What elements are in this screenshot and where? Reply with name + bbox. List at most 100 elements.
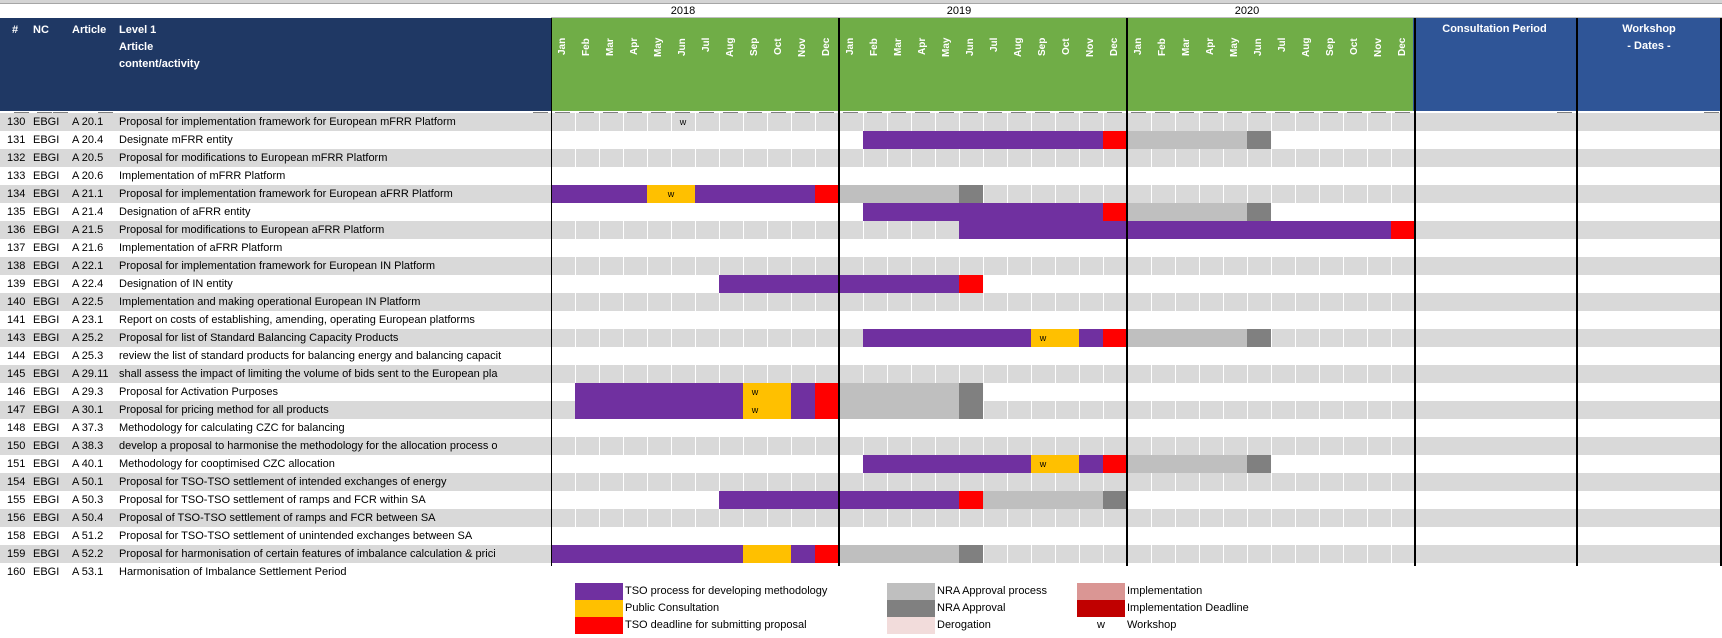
row-description: Designation of IN entity xyxy=(119,278,233,290)
gantt-cells xyxy=(551,509,1415,527)
row-number: 158 xyxy=(7,530,26,542)
table-row[interactable]: 140 EBGI A 22.5 Implementation and making o… xyxy=(0,293,1722,311)
year-divider xyxy=(551,18,552,566)
legend-swatch-impl_deadline xyxy=(1077,600,1125,617)
row-article: A 29.3 xyxy=(72,386,104,398)
legend-label: Public Consultation xyxy=(625,602,720,614)
row-number: 144 xyxy=(7,350,26,362)
workshop-marker: w xyxy=(679,117,687,127)
month-label: Oct xyxy=(1061,38,1072,55)
table-row[interactable]: 141 EBGI A 23.1 Report on costs of establis… xyxy=(0,311,1722,329)
row-description: Proposal for TSO-TSO settlement of unint… xyxy=(119,530,473,542)
gantt-bar-tso xyxy=(863,329,1031,347)
month-label: Nov xyxy=(1085,38,1096,57)
gantt-cells xyxy=(551,419,1415,437)
month-label: Oct xyxy=(773,38,784,55)
table-row[interactable]: 145 EBGI A 29.11 shall assess the impact of… xyxy=(0,365,1722,383)
table-row[interactable]: 137 EBGI A 21.6 Implementation of aFRR Plat… xyxy=(0,239,1722,257)
row-article: A 20.6 xyxy=(72,170,104,182)
gantt-bar-nra_approval xyxy=(959,383,983,419)
row-article: A 21.6 xyxy=(72,242,104,254)
row-number: 137 xyxy=(7,242,26,254)
gantt-bar-nra_process xyxy=(1127,131,1247,149)
legend-label: Derogation xyxy=(937,619,991,631)
month-label: May xyxy=(653,38,664,58)
table-row[interactable]: 131 EBGI A 20.4 Designate mFRR entity xyxy=(0,131,1722,149)
month-label: Jul xyxy=(1277,38,1288,53)
gantt-cells xyxy=(551,149,1415,167)
gantt-bar-nra_process xyxy=(839,383,959,419)
table-row[interactable]: 130 EBGI A 20.1 Proposal for implementation… xyxy=(0,113,1722,131)
row-article: A 53.1 xyxy=(72,566,104,578)
gantt-bar-nra_process xyxy=(839,545,959,563)
gantt-bar-consult xyxy=(743,545,791,563)
month-label: Nov xyxy=(1373,38,1384,57)
gantt-bar-consult xyxy=(743,383,791,419)
gantt-bar-deadline xyxy=(1103,203,1127,221)
month-label: Dec xyxy=(1109,38,1120,57)
row-description: Proposal for implementation framework fo… xyxy=(119,260,436,272)
row-nc: EBGI xyxy=(33,566,60,578)
row-number: 160 xyxy=(7,566,26,578)
row-description: Proposal for TSO-TSO settlement of ramps… xyxy=(119,494,426,506)
gantt-cells xyxy=(551,473,1415,491)
row-nc: EBGI xyxy=(33,548,60,560)
row-nc: EBGI xyxy=(33,314,60,326)
legend-label: Implementation Deadline xyxy=(1127,602,1249,614)
row-number: 132 xyxy=(7,152,26,164)
row-number: 134 xyxy=(7,188,26,200)
table-row[interactable]: 135 EBGI A 21.4 Designation of aFRR entity xyxy=(0,203,1722,221)
table-row[interactable]: 156 EBGI A 50.4 Proposal of TSO-TSO settlem… xyxy=(0,509,1722,527)
table-row[interactable]: 136 EBGI A 21.5 Proposal for modifications … xyxy=(0,221,1722,239)
month-label: Jun xyxy=(677,38,688,56)
row-article: A 20.4 xyxy=(72,134,104,146)
row-number: 136 xyxy=(7,224,26,236)
row-description: Methodology for cooptimised CZC allocati… xyxy=(119,458,335,470)
table-row[interactable]: 160 EBGI A 53.1 Harmonisation of Imbalance … xyxy=(0,563,1722,581)
row-nc: EBGI xyxy=(33,116,60,128)
row-nc: EBGI xyxy=(33,422,60,434)
table-row[interactable]: 151 EBGI A 40.1 Methodology for cooptimised… xyxy=(0,455,1722,473)
year-divider xyxy=(1414,18,1416,566)
table-row[interactable]: 158 EBGI A 51.2 Proposal for TSO-TSO settle… xyxy=(0,527,1722,545)
table-row[interactable]: 133 EBGI A 20.6 Implementation of mFRR Plat… xyxy=(0,167,1722,185)
row-article: A 22.5 xyxy=(72,296,104,308)
gantt-cells xyxy=(551,275,1415,293)
row-nc: EBGI xyxy=(33,350,60,362)
gantt-bar-deadline xyxy=(959,275,983,293)
row-description: Proposal for pricing method for all prod… xyxy=(119,404,329,416)
month-label: Jan xyxy=(1133,38,1144,56)
month-label: Aug xyxy=(1301,38,1312,58)
legend-label: Implementation xyxy=(1127,585,1203,597)
gantt-bar-deadline xyxy=(815,545,839,563)
table-row[interactable]: 154 EBGI A 50.1 Proposal for TSO-TSO settle… xyxy=(0,473,1722,491)
gantt-bar-consult xyxy=(647,185,695,203)
gantt-bar-nra_process xyxy=(1127,455,1247,473)
gantt-bar-nra_process xyxy=(983,491,1103,509)
gantt-bar-deadline xyxy=(1103,329,1127,347)
table-row[interactable]: 143 EBGI A 25.2 Proposal for list of Standa… xyxy=(0,329,1722,347)
row-nc: EBGI xyxy=(33,224,60,236)
table-row[interactable]: 132 EBGI A 20.5 Proposal for modifications … xyxy=(0,149,1722,167)
gantt-bar-nra_process xyxy=(839,185,959,203)
month-label: Feb xyxy=(1157,38,1168,56)
row-number: 159 xyxy=(7,548,26,560)
row-number: 131 xyxy=(7,134,26,146)
table-row[interactable]: 150 EBGI A 38.3 develop a proposal to harmo… xyxy=(0,437,1722,455)
row-nc: EBGI xyxy=(33,494,60,506)
gantt-bar-nra_approval xyxy=(959,545,983,563)
table-row[interactable]: 144 EBGI A 25.3 review the list of standard… xyxy=(0,347,1722,365)
row-description: Proposal of TSO-TSO settlement of ramps … xyxy=(119,512,436,524)
workshop-marker: w xyxy=(667,189,675,199)
gantt-cells xyxy=(551,167,1415,185)
gantt-cells xyxy=(551,365,1415,383)
row-number: 138 xyxy=(7,260,26,272)
gantt-bar-tso xyxy=(1079,455,1103,473)
month-label: Jun xyxy=(965,38,976,56)
table-row[interactable]: 138 EBGI A 22.1 Proposal for implementation… xyxy=(0,257,1722,275)
table-row[interactable]: 148 EBGI A 37.3 Methodology for calculating… xyxy=(0,419,1722,437)
row-description: Designate mFRR entity xyxy=(119,134,233,146)
row-article: A 38.3 xyxy=(72,440,104,452)
row-nc: EBGI xyxy=(33,278,60,290)
row-number: 139 xyxy=(7,278,26,290)
